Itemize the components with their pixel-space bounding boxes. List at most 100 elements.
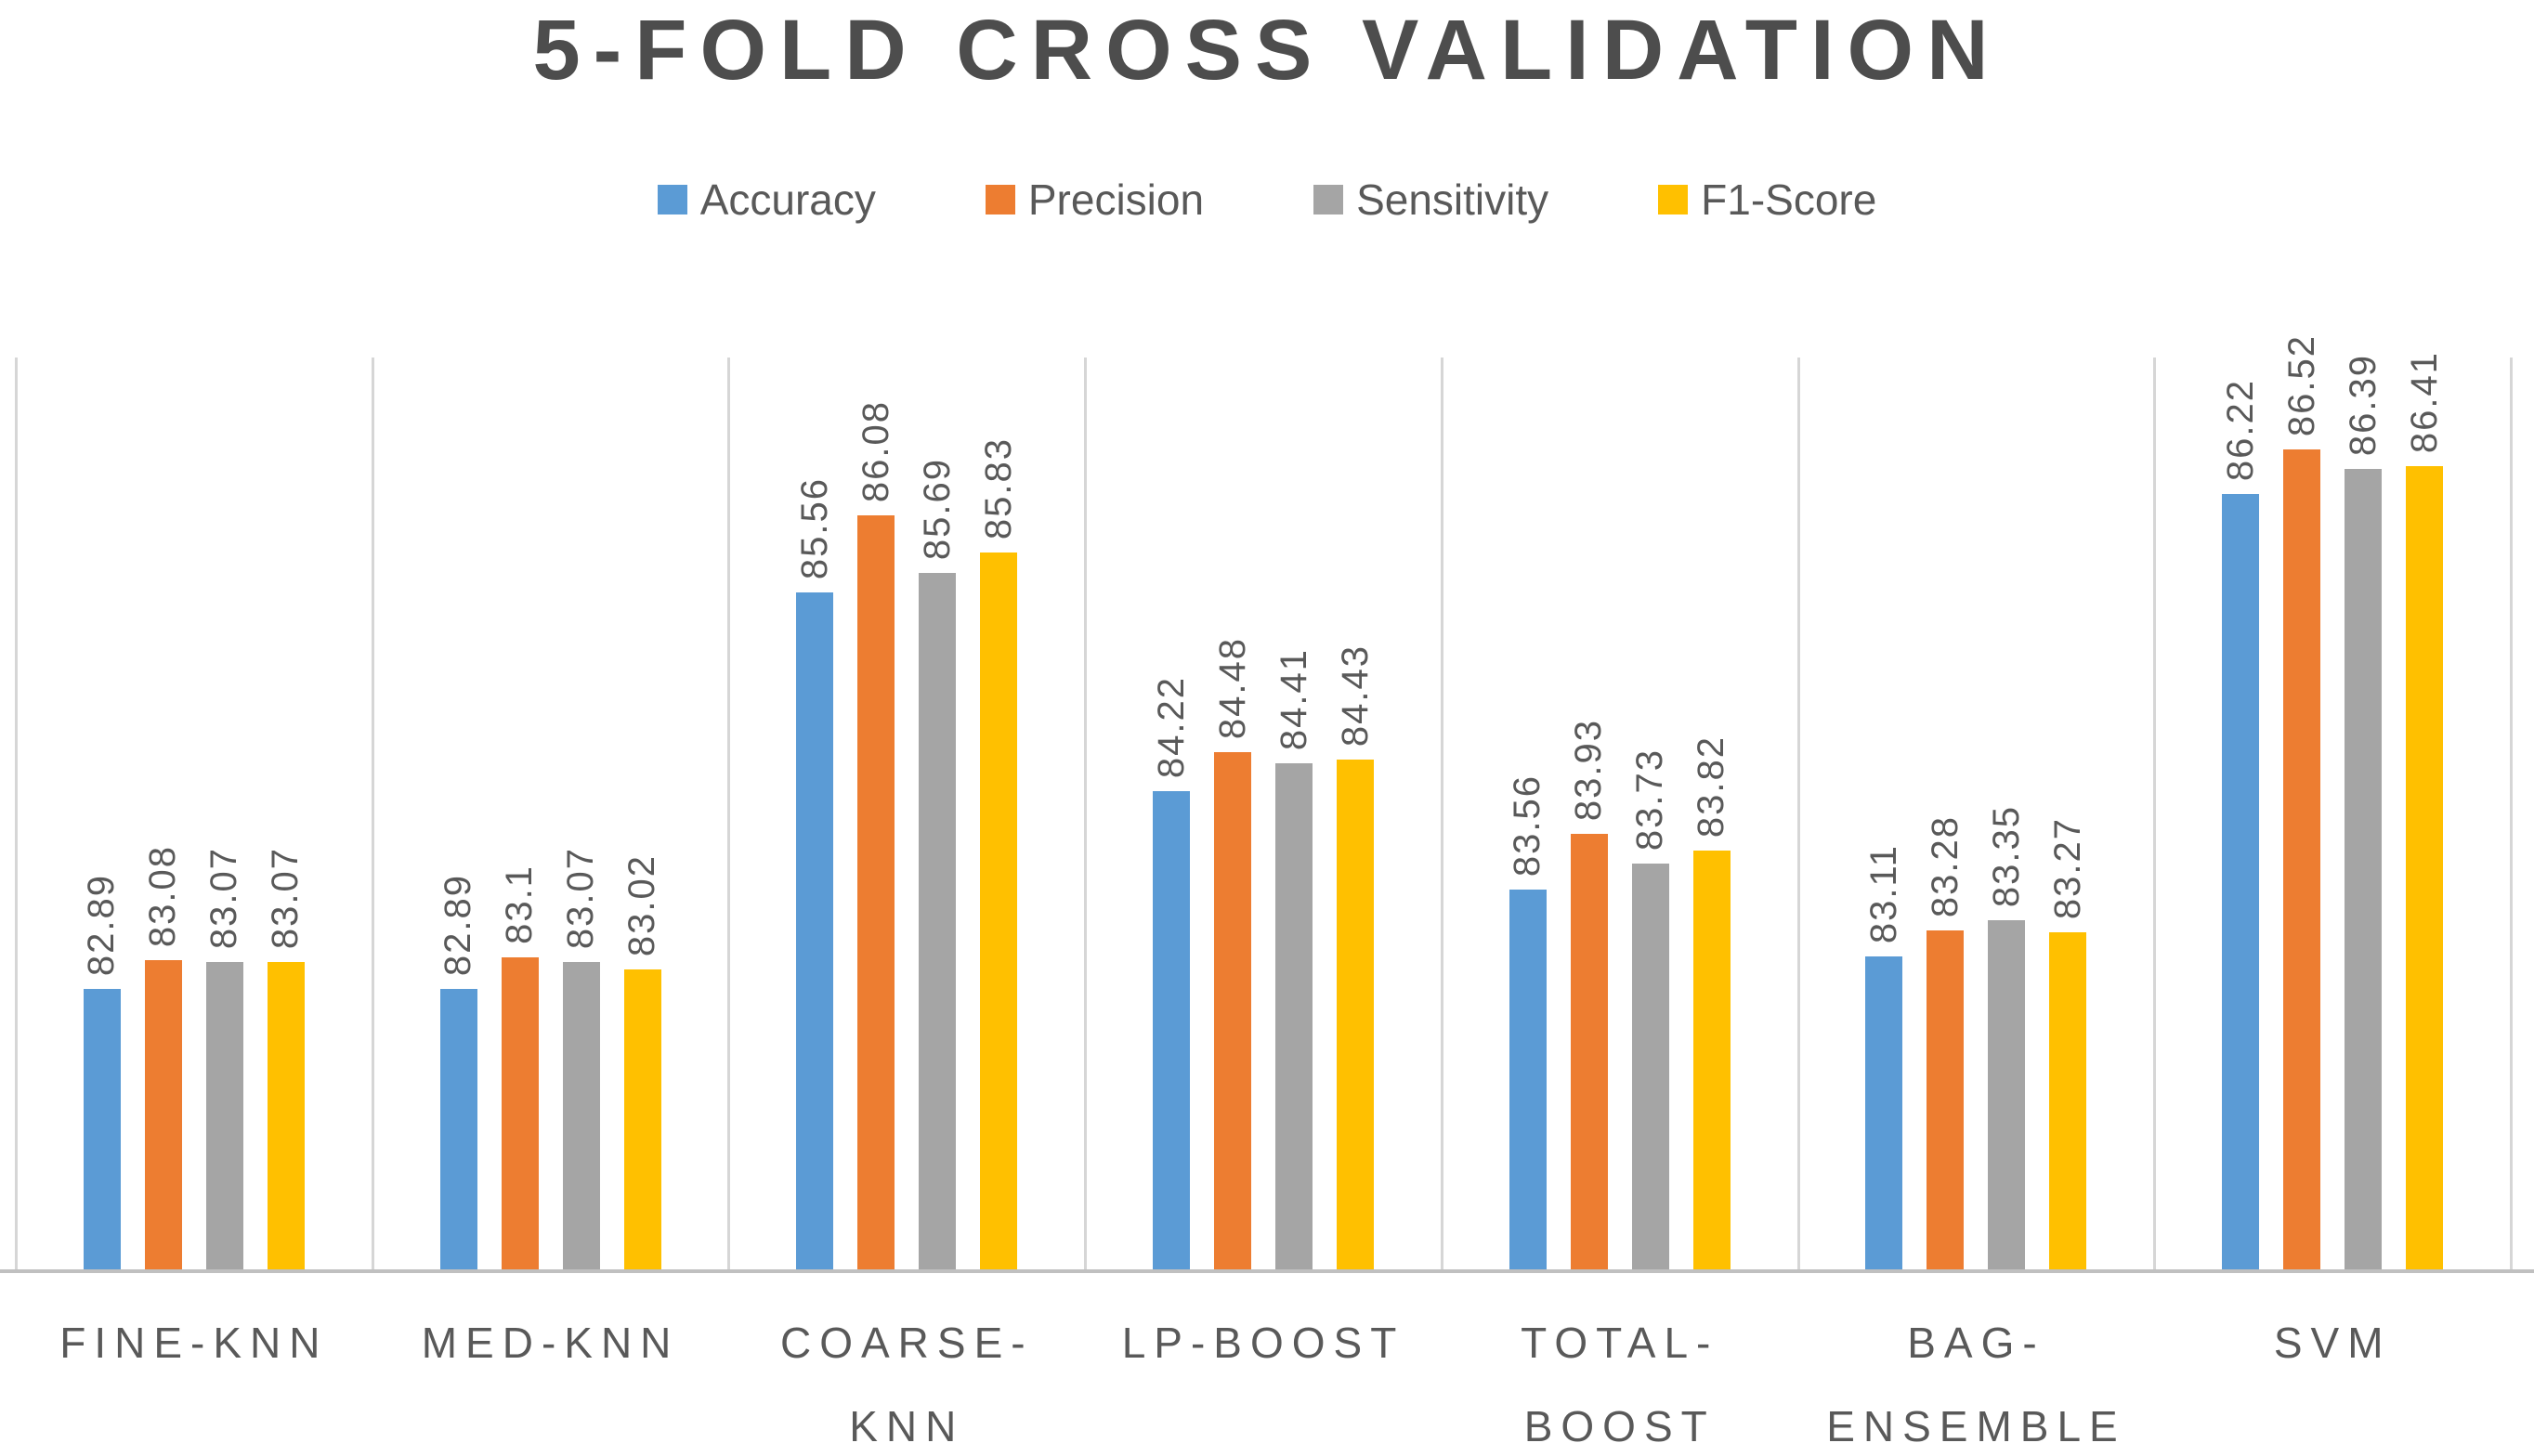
data-label: 83.27 [2046, 816, 2088, 919]
x-axis-labels: FINE-KNN MED-KNN COARSE- KNN LP-BOOST TOTAL-… [16, 1302, 2511, 1456]
vertical-gridline [15, 358, 18, 1269]
data-label: 84.48 [1211, 636, 1253, 739]
data-label: 83.07 [265, 846, 307, 949]
bar-cell: 83.07 [560, 358, 601, 1269]
legend: Accuracy Precision Sensitivity F1-Score [0, 175, 2534, 225]
data-label: 83.07 [203, 846, 245, 949]
bar-cell: 83.07 [265, 358, 307, 1269]
bar-group-coarse-knn: 85.56 86.08 85.69 85.83 [728, 358, 1085, 1269]
bar-cell: 84.22 [1150, 358, 1192, 1269]
vertical-gridline [2510, 358, 2513, 1269]
data-label: 84.22 [1150, 675, 1192, 778]
vertical-gridline [2153, 358, 2157, 1269]
data-label: 86.08 [855, 399, 896, 502]
plot-area: 82.89 83.08 83.07 83.07 82.89 83.1 83.07 83.02 8… [15, 334, 2513, 1269]
data-label: 86.39 [2342, 353, 2384, 456]
legend-item-precision: Precision [985, 175, 1205, 225]
bar-cell: 83.28 [1924, 358, 1966, 1269]
bar-cell: 83.35 [1985, 358, 2027, 1269]
bar-cell: 86.39 [2343, 354, 2384, 1269]
bar-accuracy [1153, 791, 1191, 1269]
vertical-gridline [1440, 358, 1443, 1269]
legend-item-accuracy: Accuracy [657, 175, 876, 225]
bar-cell: 85.69 [916, 358, 958, 1269]
bar-sensitivity [1988, 920, 2026, 1269]
bar-accuracy [439, 989, 477, 1269]
bar-precision [501, 957, 539, 1269]
bar-sensitivity [1275, 763, 1313, 1269]
data-label: 83.82 [1691, 734, 1732, 838]
bar-accuracy [2222, 494, 2260, 1269]
data-label: 84.41 [1273, 647, 1314, 750]
data-label: 86.22 [2219, 378, 2261, 481]
bar-cell: 82.89 [81, 358, 122, 1269]
bar-precision [1214, 752, 1252, 1269]
bar-f1-score [2406, 466, 2444, 1269]
bar-accuracy [83, 989, 121, 1269]
bar-accuracy [1509, 890, 1547, 1269]
legend-swatch-f1-score [1658, 185, 1689, 214]
legend-label: Accuracy [699, 176, 876, 224]
bar-f1-score [1337, 760, 1375, 1269]
data-label: 85.69 [916, 457, 958, 560]
legend-swatch-accuracy [657, 185, 687, 214]
bar-sensitivity [562, 962, 600, 1269]
legend-swatch-precision [985, 185, 1015, 214]
data-label: 82.89 [438, 873, 479, 976]
category-label: LP-BOOST [1121, 1319, 1405, 1367]
category-label: MED-KNN [421, 1319, 680, 1367]
chart-title: 5-FOLD CROSS VALIDATION [532, 3, 2002, 98]
bar-f1-score [623, 969, 661, 1269]
bar-cell: 85.56 [793, 358, 835, 1269]
bar-f1-score [1692, 851, 1731, 1269]
bar-cell: 83.82 [1691, 358, 1732, 1269]
data-label: 83.28 [1924, 814, 1966, 917]
legend-swatch-sensitivity [1313, 185, 1344, 214]
category-label: FINE-KNN [59, 1319, 329, 1367]
data-label: 83.1 [499, 864, 541, 944]
x-axis-line [0, 1269, 2534, 1273]
bar-cell: 86.41 [2404, 351, 2445, 1269]
bar-cell: 83.73 [1629, 358, 1671, 1269]
vertical-gridline [727, 358, 731, 1269]
bar-cell: 83.56 [1507, 358, 1548, 1269]
data-label: 84.43 [1334, 644, 1376, 747]
bar-groups: 82.89 83.08 83.07 83.07 82.89 83.1 83.07 83.02 8… [16, 334, 2511, 1269]
legend-item-sensitivity: Sensitivity [1313, 175, 1548, 225]
data-label: 83.35 [1985, 804, 2027, 907]
bar-group-lp-boost: 84.22 84.48 84.41 84.43 [1085, 358, 1442, 1269]
bar-f1-score [267, 962, 305, 1269]
vertical-gridline [371, 358, 374, 1269]
bar-cell: 83.02 [621, 358, 662, 1269]
bar-cell: 86.52 [2281, 334, 2322, 1269]
bar-group-med-knn: 82.89 83.1 83.07 83.02 [372, 358, 729, 1269]
data-label: 83.11 [1862, 843, 1904, 943]
legend-label: Precision [1027, 176, 1205, 224]
data-label: 83.73 [1629, 748, 1671, 851]
bar-group-svm: 86.22 86.52 86.39 86.41 [2154, 334, 2511, 1269]
vertical-gridline [1796, 358, 1800, 1269]
bar-accuracy [796, 592, 834, 1269]
category-label: COARSE- KNN [780, 1319, 1034, 1450]
data-label: 86.52 [2280, 333, 2322, 436]
bar-cell: 84.48 [1211, 358, 1253, 1269]
bar-cell: 84.41 [1273, 358, 1314, 1269]
bar-cell: 86.22 [2219, 358, 2261, 1269]
bar-accuracy [1865, 956, 1903, 1269]
bar-precision [1570, 834, 1608, 1269]
bar-cell: 86.08 [855, 358, 896, 1269]
bar-precision [144, 960, 182, 1269]
bar-sensitivity [205, 962, 243, 1269]
data-label: 85.56 [793, 476, 835, 579]
category-label: TOTAL- BOOST [1521, 1319, 1719, 1450]
bar-cell: 82.89 [438, 358, 479, 1269]
legend-label: Sensitivity [1356, 176, 1549, 224]
bar-f1-score [2049, 932, 2087, 1269]
bar-sensitivity [2345, 469, 2383, 1269]
legend-item-f1-score: F1-Score [1658, 175, 1876, 225]
legend-label: F1-Score [1701, 176, 1877, 224]
data-label: 83.56 [1507, 774, 1548, 877]
bar-precision [857, 515, 895, 1269]
bar-cell: 83.11 [1862, 358, 1904, 1269]
data-label: 85.83 [977, 436, 1019, 540]
